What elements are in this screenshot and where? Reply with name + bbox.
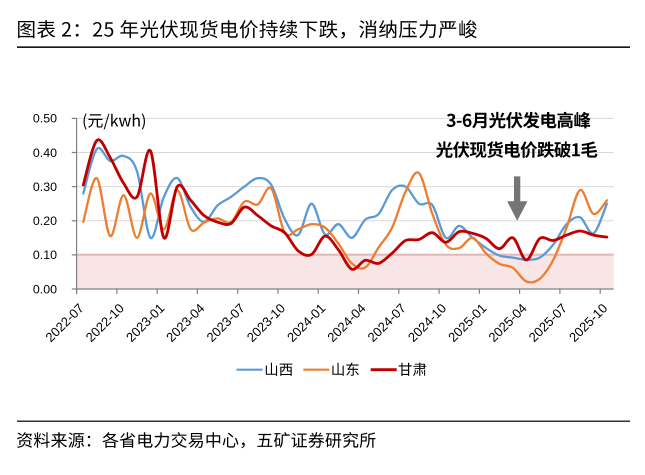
svg-text:0.00: 0.00 [33,282,57,296]
svg-text:0.40: 0.40 [33,146,57,160]
svg-text:0.20: 0.20 [33,214,57,228]
svg-text:0.30: 0.30 [33,180,57,194]
svg-text:0.50: 0.50 [33,112,57,126]
svg-text:0.10: 0.10 [33,248,57,262]
